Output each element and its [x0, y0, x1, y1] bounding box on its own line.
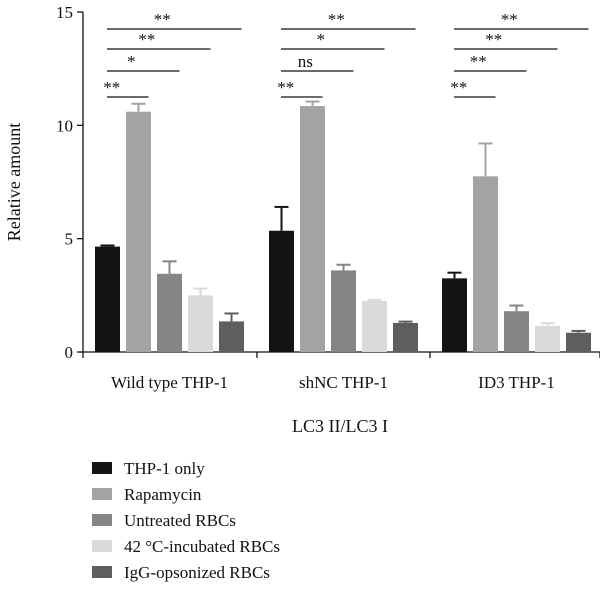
y-axis-title: Relative amount — [4, 123, 24, 241]
legend-label: THP-1 only — [124, 459, 205, 478]
significance-label: * — [317, 30, 326, 49]
bar — [188, 295, 213, 352]
bar — [504, 311, 529, 352]
significance-label: ** — [485, 30, 502, 49]
legend-swatch — [92, 540, 112, 552]
significance-brackets: *********ns*********** — [103, 10, 589, 98]
legend: THP-1 only Rapamycin Untreated RBCs 42 °C-i… — [92, 459, 280, 582]
significance-label: ** — [277, 78, 294, 97]
significance-label: ** — [138, 30, 155, 49]
bar — [473, 176, 498, 352]
bar — [95, 246, 120, 352]
significance-label: ** — [501, 10, 518, 29]
y-tick-label: 0 — [65, 343, 74, 362]
legend-swatch — [92, 462, 112, 474]
y-tick-label: 15 — [56, 3, 73, 22]
significance-label: ** — [328, 10, 345, 29]
y-tick-label: 5 — [65, 230, 74, 249]
significance-label: ** — [450, 78, 467, 97]
bars — [95, 100, 591, 352]
legend-swatch — [92, 488, 112, 500]
significance-label: ** — [154, 10, 171, 29]
x-tick-label: ID3 THP-1 — [478, 373, 555, 392]
legend-swatch — [92, 566, 112, 578]
significance-label: ** — [103, 78, 120, 97]
legend-label: IgG-opsonized RBCs — [124, 563, 270, 582]
x-axis-title: LC3 II/LC3 I — [292, 416, 388, 436]
legend-label: Untreated RBCs — [124, 511, 236, 530]
bar — [269, 230, 294, 352]
significance-label: ** — [470, 52, 487, 71]
x-tick-label: Wild type THP-1 — [111, 373, 228, 392]
significance-label: * — [127, 52, 136, 71]
bar — [126, 111, 151, 352]
legend-label: Rapamycin — [124, 485, 202, 504]
significance-label: ns — [298, 52, 313, 71]
x-tick-label: shNC THP-1 — [299, 373, 388, 392]
bar — [157, 273, 182, 352]
bar — [566, 332, 591, 352]
bar — [300, 106, 325, 352]
bar — [393, 322, 418, 352]
bar — [219, 321, 244, 352]
legend-swatch — [92, 514, 112, 526]
bar — [362, 301, 387, 352]
bar — [331, 270, 356, 352]
y-tick-label: 10 — [56, 116, 73, 135]
bar — [535, 325, 560, 352]
bar — [442, 278, 467, 352]
legend-label: 42 °C-incubated RBCs — [124, 537, 280, 556]
